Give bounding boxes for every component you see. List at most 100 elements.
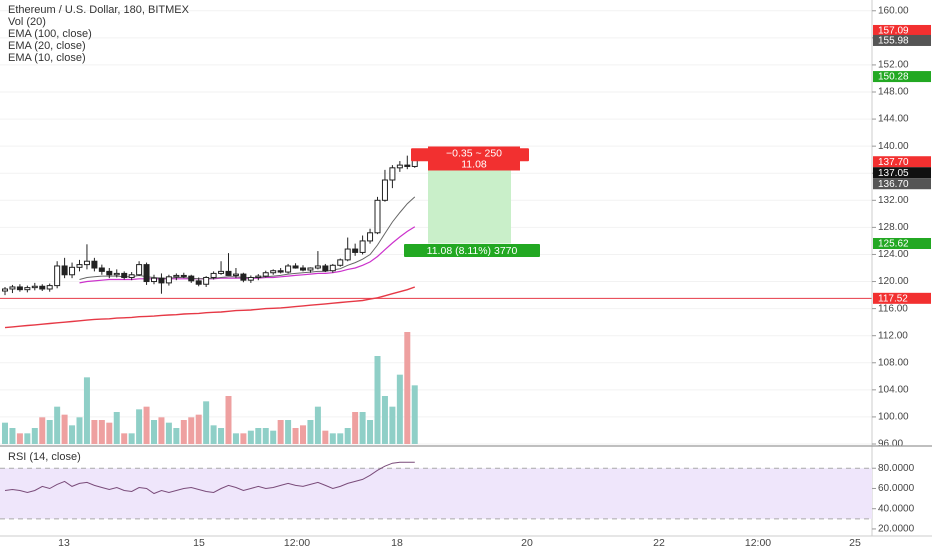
volume-bar bbox=[158, 417, 165, 444]
volume-bar bbox=[396, 374, 403, 444]
time-tick-label: 22 bbox=[653, 537, 665, 549]
candle bbox=[307, 267, 314, 271]
volume-bar bbox=[270, 430, 277, 444]
price-tick-label: 104.00 bbox=[878, 384, 909, 395]
candle bbox=[54, 265, 61, 287]
volume-bar bbox=[210, 425, 217, 444]
candle bbox=[396, 164, 403, 169]
volume-bar bbox=[247, 430, 254, 444]
candle bbox=[113, 272, 120, 276]
candle bbox=[285, 265, 292, 273]
legend-ema100[interactable]: EMA (100, close) bbox=[8, 28, 92, 40]
candle bbox=[381, 179, 388, 201]
price-tick-label: 132.00 bbox=[878, 195, 909, 206]
legend-ema20[interactable]: EMA (20, close) bbox=[8, 40, 86, 52]
price-tick-label: 152.00 bbox=[878, 60, 909, 71]
volume-bar bbox=[143, 406, 150, 444]
volume-bar bbox=[262, 428, 269, 444]
volume-bar bbox=[359, 412, 366, 444]
candle bbox=[165, 276, 172, 284]
price-marker-label: 137.05 bbox=[878, 168, 909, 179]
entry-label-bg bbox=[428, 146, 520, 171]
target-label: 11.08 (8.11%) 3770 bbox=[427, 245, 518, 257]
candle bbox=[83, 260, 90, 266]
volume-bar bbox=[9, 428, 16, 444]
candle bbox=[195, 280, 202, 285]
candle bbox=[188, 275, 195, 282]
volume-bar bbox=[173, 428, 180, 444]
time-tick-label: 12:00 bbox=[745, 537, 771, 549]
price-marker-label: 117.52 bbox=[878, 293, 908, 304]
price-tick-label: 144.00 bbox=[878, 114, 909, 125]
price-tick-label: 112.00 bbox=[878, 330, 908, 341]
price-tick-label: 116.00 bbox=[878, 303, 908, 314]
candle bbox=[322, 265, 329, 272]
price-marker-bg bbox=[873, 156, 931, 168]
volume-bar bbox=[188, 417, 195, 444]
volume-bar bbox=[292, 428, 299, 444]
volume-bar bbox=[232, 433, 239, 444]
price-marker-bg bbox=[873, 292, 931, 304]
price-marker-label: 125.62 bbox=[878, 239, 909, 250]
rsi-tick-label: 20.0000 bbox=[878, 524, 915, 535]
candle bbox=[337, 259, 344, 266]
time-tick-label: 15 bbox=[193, 537, 205, 549]
candle bbox=[128, 274, 135, 278]
profit-zone bbox=[428, 168, 511, 244]
volume-bar bbox=[389, 406, 396, 444]
candle bbox=[232, 273, 239, 276]
candle bbox=[374, 199, 381, 234]
candle bbox=[314, 265, 321, 269]
volume-bar bbox=[203, 401, 210, 444]
volume-bar bbox=[255, 428, 262, 444]
volume-bar bbox=[285, 420, 292, 444]
price-marker-bg bbox=[873, 34, 931, 46]
candle bbox=[76, 264, 83, 268]
time-tick-label: 25 bbox=[849, 537, 861, 549]
price-marker-label: 150.28 bbox=[878, 72, 909, 83]
price-tick-label: 96.00 bbox=[878, 439, 903, 450]
volume-bar bbox=[411, 385, 418, 444]
legend-vol[interactable]: Vol (20) bbox=[8, 16, 46, 28]
volume-bar bbox=[195, 414, 202, 444]
candle bbox=[240, 273, 247, 281]
entry-label-line1: −0.35 ~ 250 bbox=[446, 147, 502, 159]
price-tick-label: 100.00 bbox=[878, 412, 909, 423]
volume-bar bbox=[106, 422, 113, 444]
candle bbox=[31, 285, 38, 289]
candle bbox=[352, 248, 359, 253]
volume-bar bbox=[381, 396, 388, 444]
volume-bar bbox=[61, 414, 68, 444]
price-marker-bg bbox=[873, 178, 931, 190]
candle bbox=[46, 285, 53, 290]
price-marker-bg bbox=[873, 24, 931, 36]
volume-bar bbox=[121, 433, 128, 444]
rsi-line bbox=[4, 461, 415, 495]
candle bbox=[359, 240, 366, 253]
volume-bar bbox=[98, 420, 105, 444]
rsi-title[interactable]: RSI (14, close) bbox=[8, 451, 81, 463]
volume-bar bbox=[76, 417, 83, 444]
volume-bar bbox=[128, 433, 135, 444]
price-marker-bg bbox=[873, 167, 931, 179]
rsi-tick-label: 80.0000 bbox=[878, 463, 915, 474]
volume-bar bbox=[136, 409, 143, 444]
candle bbox=[262, 272, 269, 277]
volume-bar bbox=[218, 428, 225, 444]
candle bbox=[210, 272, 217, 278]
legend-ema10[interactable]: EMA (10, close) bbox=[8, 52, 86, 64]
candle bbox=[151, 277, 157, 283]
candle bbox=[158, 277, 165, 284]
ema20-line bbox=[79, 226, 416, 284]
candle bbox=[98, 267, 105, 272]
candle bbox=[136, 264, 143, 276]
volume-bar bbox=[91, 420, 98, 444]
volume-bar bbox=[277, 420, 284, 444]
volume-bar bbox=[69, 425, 76, 444]
candle bbox=[292, 265, 299, 269]
volume-bar bbox=[404, 332, 411, 444]
volume-bar bbox=[322, 430, 329, 444]
candle bbox=[143, 264, 150, 283]
